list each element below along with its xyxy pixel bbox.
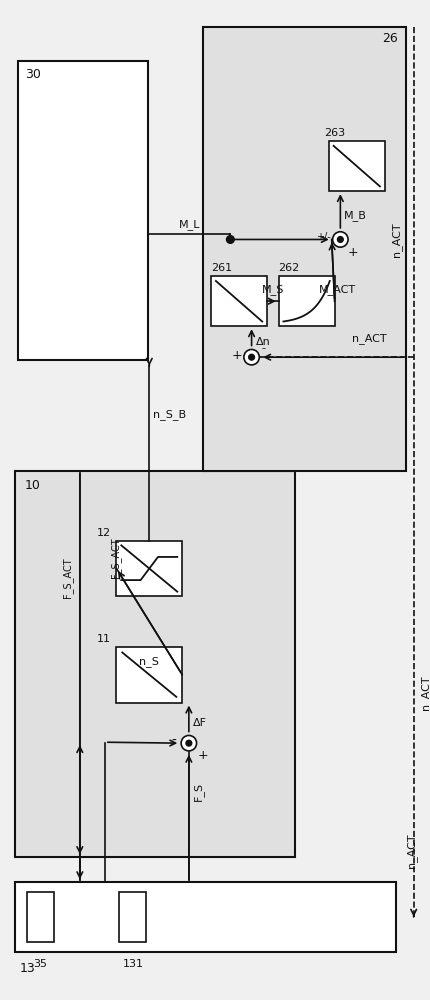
Text: n_S_B: n_S_B — [153, 409, 186, 420]
Circle shape — [333, 232, 348, 247]
Text: 10: 10 — [25, 479, 41, 492]
Bar — [18, 61, 148, 360]
Circle shape — [249, 354, 255, 360]
Bar — [117, 647, 182, 703]
Text: -: - — [171, 734, 176, 748]
Text: M_ACT: M_ACT — [319, 285, 356, 295]
Text: 12: 12 — [97, 528, 111, 538]
Text: n_ACT: n_ACT — [391, 222, 402, 257]
Text: M_S: M_S — [261, 285, 284, 295]
Bar — [329, 141, 385, 191]
Text: 11: 11 — [97, 634, 111, 644]
Text: n_S: n_S — [139, 656, 159, 667]
Bar — [15, 882, 396, 952]
Bar — [120, 892, 146, 942]
Text: M_B: M_B — [344, 210, 367, 221]
Circle shape — [181, 735, 197, 751]
Text: 13: 13 — [20, 962, 36, 975]
Text: 262: 262 — [279, 263, 300, 273]
Text: 263: 263 — [324, 128, 345, 138]
Text: ΔF: ΔF — [193, 718, 207, 728]
Bar — [117, 541, 182, 596]
Text: -: - — [261, 344, 265, 354]
Circle shape — [227, 236, 234, 243]
Text: n_ACT: n_ACT — [406, 833, 417, 868]
Circle shape — [244, 349, 259, 365]
Text: F_S_ACT: F_S_ACT — [110, 538, 121, 578]
Text: n_ACT: n_ACT — [352, 333, 387, 344]
Bar — [15, 471, 295, 857]
Text: +: + — [232, 349, 243, 362]
Bar — [203, 27, 406, 471]
Circle shape — [186, 740, 192, 746]
Text: +: + — [347, 246, 358, 259]
Text: 30: 30 — [25, 68, 41, 81]
Text: F_S: F_S — [193, 782, 204, 801]
Text: 35: 35 — [33, 959, 47, 969]
Circle shape — [338, 237, 343, 242]
Text: +/-: +/- — [316, 232, 330, 242]
Text: 26: 26 — [383, 32, 398, 45]
Bar — [279, 276, 335, 326]
Text: 131: 131 — [123, 959, 143, 969]
Text: n_ACT: n_ACT — [421, 676, 430, 710]
Text: +: + — [198, 749, 209, 762]
Text: 261: 261 — [211, 263, 232, 273]
Bar — [211, 276, 267, 326]
Bar — [27, 892, 54, 942]
Text: M_L: M_L — [178, 219, 200, 230]
Text: F_S_ACT: F_S_ACT — [62, 557, 73, 598]
Text: Δn: Δn — [255, 337, 270, 347]
